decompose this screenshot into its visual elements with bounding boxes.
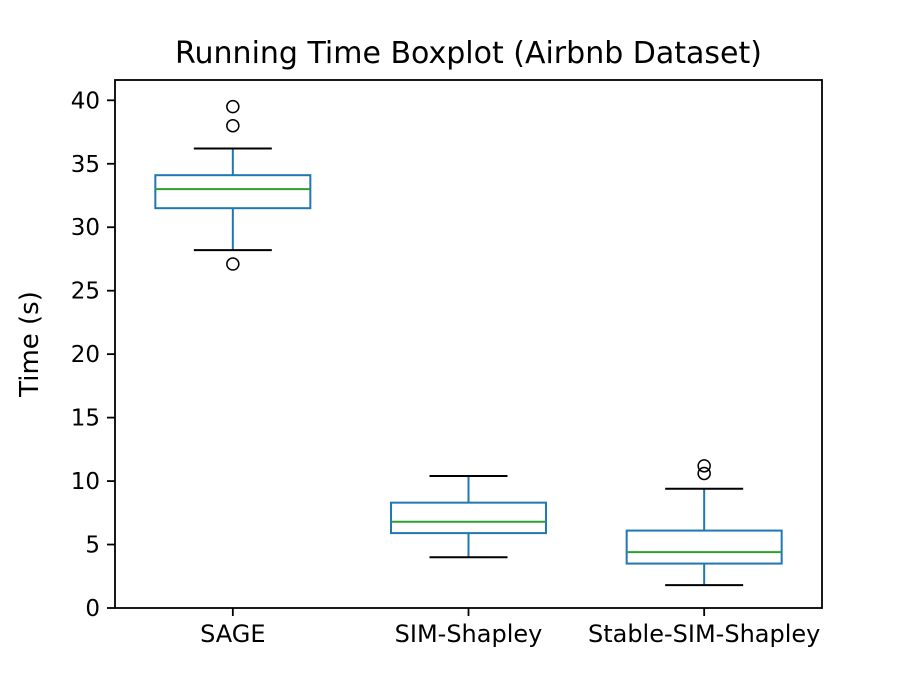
y-tick-label: 10: [71, 469, 100, 495]
outlier-stable-sim-shapley: [697, 466, 711, 481]
y-tick-label: 5: [85, 533, 100, 559]
x-tick-label: Stable-SIM-Shapley: [588, 620, 820, 648]
y-tick-label: 15: [71, 406, 100, 432]
y-tick-label: 30: [71, 215, 100, 241]
outlier-sage: [226, 99, 240, 114]
box-sim-shapley: [390, 501, 547, 535]
box-stable-sim-shapley: [625, 529, 783, 565]
y-tick-label: 25: [71, 279, 100, 305]
outlier-stable-sim-shapley: [697, 459, 711, 473]
box-sage: [154, 174, 312, 210]
x-tick-label: SIM-Shapley: [395, 620, 543, 648]
y-tick-label: 40: [71, 88, 100, 114]
y-tick-label: 20: [71, 342, 100, 368]
y-tick-label: 0: [85, 596, 100, 622]
y-tick-label: 35: [71, 152, 100, 178]
chart-title: Running Time Boxplot (Airbnb Dataset): [175, 36, 762, 71]
outlier-sage: [226, 118, 240, 133]
outlier-sage: [226, 257, 240, 271]
x-tick-label: SAGE: [200, 620, 265, 648]
